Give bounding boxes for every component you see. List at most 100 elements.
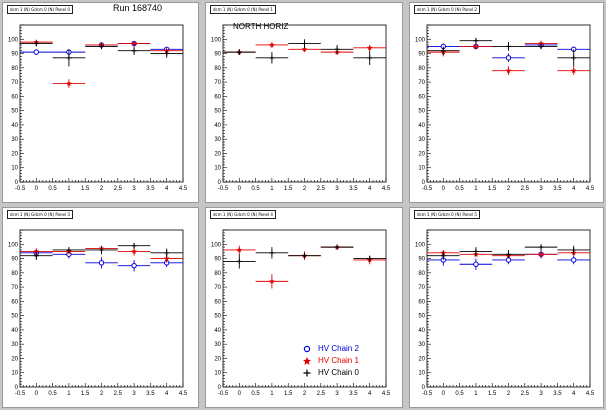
data-point-plus — [506, 251, 511, 257]
x-tick-label: 3.5 — [146, 391, 155, 397]
x-tick-label: 1 — [474, 186, 478, 192]
y-tick-label: 100 — [415, 242, 426, 248]
x-tick-label: 0.5 — [455, 186, 464, 192]
x-tick-label: 4 — [165, 186, 169, 192]
x-tick-label: 2.5 — [317, 391, 326, 397]
x-tick-label: 0.5 — [251, 186, 260, 192]
x-tick-label: 1.5 — [488, 186, 497, 192]
y-tick-label: 60 — [11, 94, 18, 100]
x-tick-label: 0.5 — [48, 186, 57, 192]
legend-label: HV Chain 0 — [318, 368, 359, 377]
x-tick-label: 1.5 — [488, 391, 497, 397]
data-point-star — [301, 46, 308, 52]
data-point-star — [33, 248, 40, 254]
y-tick-label: 10 — [214, 371, 221, 377]
data-point-plus — [131, 243, 137, 249]
y-tick-label: 40 — [418, 123, 425, 129]
star-marker-icon — [303, 357, 311, 365]
x-tick-label: 0.5 — [48, 391, 57, 397]
data-point-circle — [98, 260, 105, 266]
y-tick-label: 40 — [11, 123, 18, 129]
x-tick-label: 0 — [238, 186, 242, 192]
plus-marker-icon — [303, 369, 311, 377]
data-point-plus — [66, 247, 72, 253]
x-tick-label: -0.5 — [422, 391, 433, 397]
x-tick-label: -0.5 — [422, 186, 433, 192]
x-tick-label: 4 — [368, 186, 372, 192]
x-tick-label: 1 — [67, 391, 71, 397]
pad-title: dcm 1 (N) Gdcm 0 (N) Panel 2 — [414, 5, 480, 14]
y-tick-label: 100 — [8, 242, 19, 248]
run-label: Run 168740 — [113, 3, 163, 13]
y-tick-label: 0 — [218, 180, 222, 186]
plot-svg: -0.5 0 0.5 1 1.5 2 2.5 3 3.5 4 4.50102030405060708… — [415, 229, 595, 397]
pad-title: dcm 1 (N) Gdcm 0 (N) Panel 0 — [7, 5, 73, 14]
y-tick-label: 70 — [214, 285, 221, 291]
y-tick-label: 10 — [418, 166, 425, 172]
data-point-star — [538, 40, 544, 46]
x-tick-label: 0 — [35, 186, 39, 192]
x-tick-label: 1.5 — [284, 186, 293, 192]
plot-pad-5: dcm 1 (N) Gdcm 0 (N) Panel 4 -0.5 0 0.5 1 1.… — [205, 207, 403, 408]
open-circle-marker-icon — [303, 345, 311, 353]
x-tick-label: 2.5 — [317, 186, 326, 192]
y-tick-label: 10 — [11, 166, 18, 172]
plot-pad-3: dcm 1 (N) Gdcm 0 (N) Panel 2 -0.5 0 0.5 1 1.… — [409, 2, 604, 203]
data-point-plus — [334, 46, 340, 52]
y-tick-label: 0 — [15, 385, 19, 391]
y-tick-label: 50 — [418, 314, 425, 320]
data-point-plus — [99, 247, 104, 253]
data-point-plus — [66, 55, 72, 61]
data-point-plus — [440, 253, 446, 259]
y-tick-label: 80 — [214, 66, 221, 72]
x-tick-label: -0.5 — [15, 186, 26, 192]
y-tick-label: 10 — [11, 371, 18, 377]
x-tick-label: 3.5 — [349, 186, 358, 192]
data-point-circle — [571, 257, 577, 263]
x-tick-label: 2.5 — [521, 391, 530, 397]
x-tick-label: 1.5 — [81, 391, 90, 397]
y-tick-label: 40 — [214, 328, 221, 334]
y-tick-label: 0 — [15, 180, 19, 186]
y-tick-label: 30 — [11, 342, 18, 348]
legend-label: HV Chain 1 — [318, 356, 359, 365]
x-tick-label: 4.5 — [586, 391, 595, 397]
data-point-plus — [571, 55, 577, 61]
x-tick-label: 2 — [303, 186, 307, 192]
x-tick-label: 3 — [539, 391, 543, 397]
y-tick-label: 20 — [214, 356, 221, 362]
data-point-star — [131, 40, 137, 46]
x-tick-label: 1 — [474, 391, 478, 397]
data-point-plus — [473, 248, 479, 254]
x-tick-label: 3.5 — [349, 391, 358, 397]
data-point-plus — [269, 55, 275, 61]
data-point-plus — [334, 244, 340, 250]
x-tick-label: 0 — [35, 391, 39, 397]
x-tick-label: 2.5 — [114, 391, 123, 397]
x-tick-label: 1 — [270, 186, 274, 192]
data-point-plus — [236, 258, 242, 264]
y-tick-label: 20 — [11, 356, 18, 362]
y-tick-label: 20 — [11, 151, 18, 157]
y-tick-label: 70 — [11, 285, 18, 291]
x-tick-label: 4 — [572, 186, 576, 192]
data-point-star — [163, 255, 170, 261]
legend-entry: HV Chain 2 — [302, 344, 374, 356]
y-tick-label: 90 — [11, 52, 18, 58]
y-tick-label: 40 — [214, 123, 221, 129]
y-tick-label: 90 — [418, 257, 425, 263]
y-tick-label: 50 — [11, 314, 18, 320]
y-tick-label: 100 — [211, 37, 222, 43]
y-tick-label: 90 — [11, 257, 18, 263]
data-point-plus — [33, 253, 39, 259]
plot-pad-6: dcm 1 (N) Gdcm 0 (N) Panel 5 -0.5 0 0.5 1 1.… — [409, 207, 604, 408]
x-tick-label: 4.5 — [382, 186, 391, 192]
y-tick-label: 10 — [418, 371, 425, 377]
x-tick-label: -0.5 — [218, 186, 229, 192]
x-tick-label: 0.5 — [455, 391, 464, 397]
x-tick-label: 4.5 — [179, 391, 188, 397]
data-point-star — [236, 246, 243, 253]
x-tick-label: -0.5 — [15, 391, 26, 397]
x-tick-label: 1 — [67, 186, 71, 192]
